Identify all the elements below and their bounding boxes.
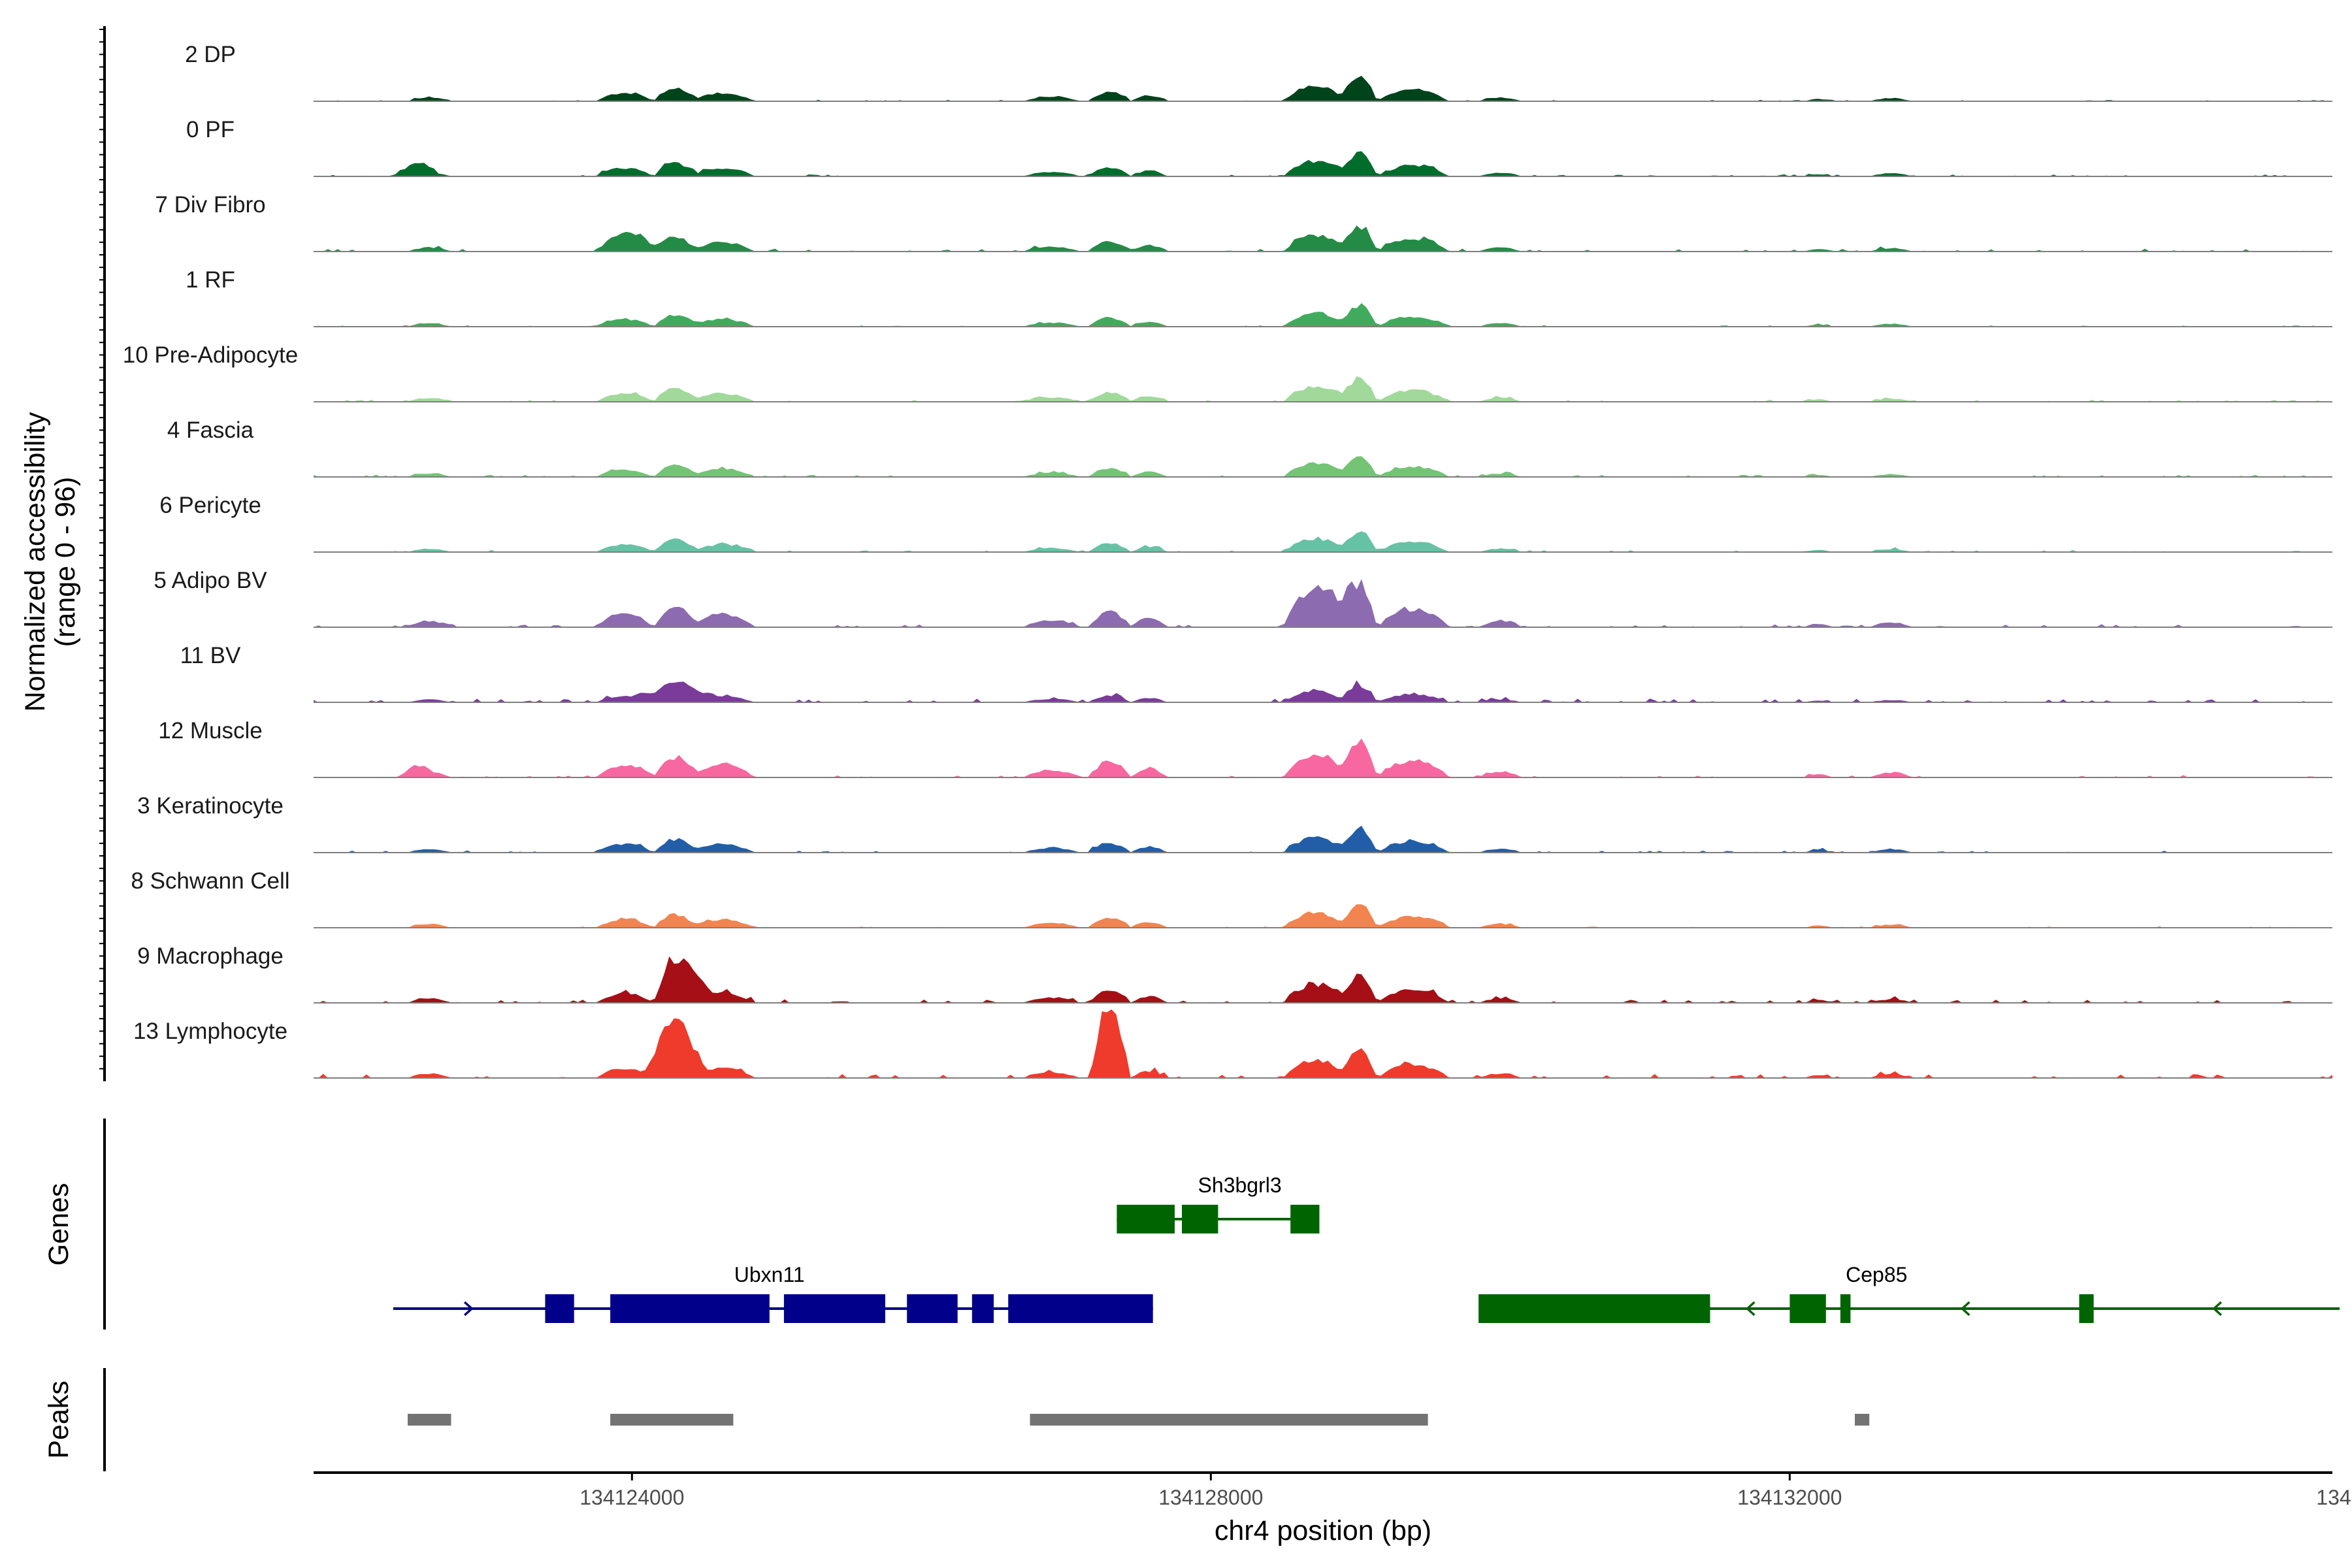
gene-exon — [1117, 1205, 1175, 1233]
coverage-area — [314, 825, 2332, 853]
strand-arrow — [1745, 1301, 1756, 1316]
y-axis-title: Normalized accessibility (range 0 - 96) — [20, 412, 81, 711]
coverage-track: 0 PF — [186, 117, 2332, 177]
x-tick-label: 134128000 — [1158, 1486, 1263, 1509]
track-label: 9 Macrophage — [137, 943, 284, 969]
track-label: 4 Fascia — [167, 417, 254, 443]
track-label: 8 Schwann Cell — [131, 868, 289, 894]
track-label: 13 Lymphocyte — [133, 1019, 287, 1044]
coverage-area — [314, 680, 2332, 702]
peak-bars — [408, 1414, 1870, 1426]
gene-exon — [907, 1294, 958, 1323]
coverage-area — [314, 376, 2332, 402]
coverage-track: 4 Fascia — [167, 417, 2332, 478]
gene-exon — [1478, 1294, 1710, 1323]
coverage-area — [314, 456, 2332, 477]
gene-exon — [1008, 1294, 1153, 1323]
x-tick-label: 134136000 — [2316, 1486, 2352, 1509]
coverage-track: 1 RF — [186, 267, 2332, 327]
gene-exon — [2079, 1294, 2094, 1323]
strand-arrow — [2212, 1301, 2222, 1316]
gene-exon — [610, 1294, 770, 1323]
coverage-track: 13 Lymphocyte — [133, 1009, 2332, 1079]
coverage-track: 7 Div Fibro — [155, 192, 2332, 252]
gene-exon — [545, 1294, 574, 1323]
peak-bar — [1855, 1414, 1870, 1426]
peaks-panel: Peaks — [43, 1368, 1870, 1471]
coverage-track: 10 Pre-Adipocyte — [123, 342, 2332, 402]
x-axis-title: chr4 position (bp) — [1215, 1515, 1431, 1546]
coverage-track: 5 Adipo BV — [154, 568, 2332, 628]
coverage-area — [314, 303, 2332, 327]
coverage-track: 11 BV — [180, 643, 2332, 703]
coverage-tracks: 2 DP 0 PF 7 Div Fibro 1 RF 10 Pre-Adipocyte 4… — [123, 42, 2332, 1079]
genes-panel: Genes Sh3bgrl3 Ubxn11 Cep85 — [43, 1119, 2340, 1330]
coverage-track: 2 DP — [185, 42, 2332, 102]
coverage-area — [314, 579, 2332, 627]
track-label: 2 DP — [185, 42, 236, 67]
gene-model: Ubxn11 — [393, 1263, 1153, 1323]
x-tick-label: 134124000 — [580, 1486, 684, 1509]
gene-label: Sh3bgrl3 — [1198, 1173, 1282, 1197]
strand-arrow — [463, 1301, 474, 1316]
coverage-area — [314, 531, 2332, 552]
gene-exon — [1290, 1205, 1320, 1233]
peaks-title: Peaks — [43, 1380, 74, 1459]
gene-model: Sh3bgrl3 — [1117, 1173, 1320, 1233]
genes-title: Genes — [43, 1183, 74, 1266]
gene-exon — [783, 1294, 885, 1323]
coverage-track: 3 Keratinocyte — [137, 793, 2332, 853]
gene-models: Sh3bgrl3 Ubxn11 Cep85 — [393, 1173, 2340, 1323]
coverage-area — [314, 956, 2332, 1003]
coverage-track: 8 Schwann Cell — [131, 868, 2332, 928]
peak-bar — [408, 1414, 451, 1426]
gene-exon — [1789, 1294, 1826, 1323]
coverage-area — [314, 76, 2332, 101]
coverage-area — [314, 225, 2332, 252]
gene-label: Cep85 — [1846, 1263, 1907, 1286]
coverage-track: 12 Muscle — [158, 718, 2332, 778]
coverage-track: 6 Pericyte — [159, 493, 2332, 553]
coverage-y-axis — [99, 26, 106, 1081]
y-axis-title-line2: (range 0 - 96) — [50, 477, 81, 647]
track-label: 0 PF — [186, 117, 235, 142]
peak-bar — [1030, 1414, 1428, 1426]
track-label: 11 BV — [180, 643, 241, 668]
track-label: 1 RF — [186, 267, 235, 293]
x-axis: 134124000 134128000 134132000 134136000 chr… — [314, 1471, 2352, 1546]
coverage-area — [314, 738, 2332, 777]
x-tick-label: 134132000 — [1737, 1486, 1842, 1509]
track-label: 5 Adipo BV — [154, 568, 267, 593]
track-label: 3 Keratinocyte — [137, 793, 284, 819]
gene-exon — [1182, 1205, 1218, 1233]
track-label: 6 Pericyte — [159, 493, 261, 518]
y-axis-title-line1: Normalized accessibility — [20, 412, 51, 711]
gene-exon — [1840, 1294, 1851, 1323]
strand-arrow — [1960, 1301, 1970, 1316]
gene-model: Cep85 — [1478, 1263, 2340, 1323]
gene-exon — [972, 1294, 994, 1323]
coverage-area — [314, 1009, 2332, 1078]
coverage-area — [314, 904, 2332, 928]
track-label: 7 Div Fibro — [155, 192, 265, 218]
peak-bar — [610, 1414, 734, 1426]
track-label: 10 Pre-Adipocyte — [123, 342, 298, 368]
track-label: 12 Muscle — [158, 718, 263, 743]
coverage-track: 9 Macrophage — [137, 943, 2332, 1004]
coverage-area — [314, 151, 2332, 176]
gene-label: Ubxn11 — [734, 1263, 805, 1286]
x-axis-ticks: 134124000 134128000 134132000 134136000 — [580, 1473, 2352, 1509]
